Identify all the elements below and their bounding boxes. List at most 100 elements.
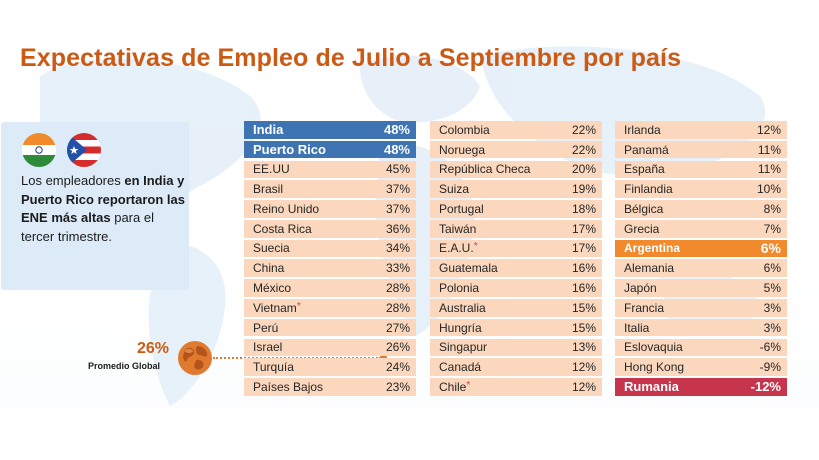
asterisk-note: * bbox=[296, 300, 301, 312]
country-row: Eslovaquia -6% bbox=[615, 338, 787, 357]
country-name: Polonia bbox=[439, 281, 480, 296]
country-column-3: Irlanda 12% Panamá 11% España 11% Finlandia 10%… bbox=[615, 121, 787, 398]
country-row: República Checa 20% bbox=[430, 160, 602, 179]
country-name: Eslovaquia bbox=[624, 340, 683, 355]
puerto-rico-flag-icon bbox=[67, 133, 101, 167]
employment-outlook-value: 17% bbox=[571, 221, 596, 236]
employment-outlook-value: 23% bbox=[385, 379, 410, 394]
country-row: Bélgica 8% bbox=[615, 200, 787, 218]
country-row: Italia 3% bbox=[615, 318, 787, 337]
country-name: Alemania bbox=[624, 261, 675, 276]
country-row: Vietnam* 28% bbox=[244, 299, 416, 317]
employment-outlook-value: 17% bbox=[571, 241, 596, 256]
country-row: Portugal 18% bbox=[430, 200, 602, 218]
country-name: China bbox=[253, 261, 285, 276]
employment-outlook-value: 12% bbox=[571, 379, 596, 394]
page-title: Expectativas de Empleo de Julio a Septie… bbox=[20, 44, 682, 72]
country-name: Hong Kong bbox=[624, 360, 685, 375]
employment-outlook-value: 22% bbox=[571, 142, 596, 157]
country-name: Grecia bbox=[624, 221, 660, 236]
employment-outlook-value: 15% bbox=[571, 300, 596, 315]
country-name: EE.UU bbox=[253, 162, 290, 177]
employment-outlook-value: 28% bbox=[385, 281, 410, 296]
country-row: Guatemala 16% bbox=[430, 259, 602, 278]
employment-outlook-value: 37% bbox=[385, 182, 410, 197]
country-row: Noruega 22% bbox=[430, 140, 602, 159]
country-row: Australia 15% bbox=[430, 299, 602, 317]
country-row: Irlanda 12% bbox=[615, 121, 787, 139]
country-name: Reino Unido bbox=[253, 201, 320, 216]
country-row: Puerto Rico 48% bbox=[244, 140, 416, 159]
country-row: Alemania 6% bbox=[615, 259, 787, 278]
employment-outlook-value: 16% bbox=[571, 281, 596, 296]
country-row: Canadá 12% bbox=[430, 358, 602, 376]
employment-outlook-value: 33% bbox=[385, 261, 410, 276]
country-row: EE.UU 45% bbox=[244, 160, 416, 179]
country-row: Polonia 16% bbox=[430, 279, 602, 297]
employment-outlook-value: 20% bbox=[571, 162, 596, 177]
country-name: Israel bbox=[253, 340, 283, 355]
employment-outlook-value: 48% bbox=[383, 142, 410, 158]
employment-outlook-value: 45% bbox=[385, 162, 410, 177]
employment-outlook-value: 24% bbox=[385, 360, 410, 375]
employment-outlook-value: 28% bbox=[385, 300, 410, 315]
country-row: Suiza 19% bbox=[430, 180, 602, 198]
callout-text-intro: Los empleadores bbox=[21, 173, 125, 188]
india-flag-icon bbox=[22, 133, 56, 167]
country-name: Irlanda bbox=[624, 122, 661, 137]
country-row: Turquía 24% bbox=[244, 358, 416, 376]
country-row: Suecia 34% bbox=[244, 239, 416, 258]
country-name: Costa Rica bbox=[253, 221, 312, 236]
country-row: España 11% bbox=[615, 160, 787, 179]
country-name: Suiza bbox=[439, 182, 470, 197]
country-name: Países Bajos bbox=[253, 379, 324, 394]
country-name: Japón bbox=[624, 281, 657, 296]
country-label-group: E.A.U.* bbox=[439, 241, 478, 255]
employment-outlook-value: 10% bbox=[756, 182, 781, 197]
country-row: Chile* 12% bbox=[430, 378, 602, 396]
country-name: Noruega bbox=[439, 142, 486, 157]
country-name: Panamá bbox=[624, 142, 669, 157]
country-name: India bbox=[253, 122, 284, 138]
country-row: Argentina 6% bbox=[615, 239, 787, 258]
country-row: Finlandia 10% bbox=[615, 180, 787, 198]
country-row: Grecia 7% bbox=[615, 219, 787, 238]
country-name: Vietnam bbox=[253, 300, 297, 315]
employment-outlook-value: 13% bbox=[571, 340, 596, 355]
country-row: India 48% bbox=[244, 121, 416, 139]
employment-outlook-value: 36% bbox=[385, 221, 410, 236]
asterisk-note: * bbox=[466, 379, 471, 391]
country-name: Turquía bbox=[253, 360, 294, 375]
country-name: Portugal bbox=[439, 201, 484, 216]
globe-icon bbox=[178, 341, 212, 375]
employment-outlook-value: -9% bbox=[759, 360, 781, 375]
employment-outlook-value: 11% bbox=[757, 142, 781, 157]
callout-text-highlight: en India y Puerto Rico reportaron las EN… bbox=[21, 173, 185, 225]
employment-outlook-value: 6% bbox=[763, 261, 781, 276]
global-average-label: Promedio Global bbox=[88, 361, 161, 371]
country-name: Singapur bbox=[439, 340, 488, 355]
country-label-group: Vietnam* bbox=[253, 301, 301, 315]
employment-outlook-value: 12% bbox=[756, 122, 781, 137]
country-row: Francia 3% bbox=[615, 299, 787, 317]
country-name: E.A.U. bbox=[439, 241, 474, 256]
country-row: Brasil 37% bbox=[244, 180, 416, 198]
callout-text-end: para el tercer trimestre. bbox=[21, 210, 154, 244]
employment-outlook-value: -6% bbox=[759, 340, 781, 355]
employment-outlook-value: 26% bbox=[385, 340, 410, 355]
employment-outlook-value: -12% bbox=[750, 379, 781, 395]
country-name: Chile bbox=[439, 379, 467, 394]
country-name: Rumania bbox=[624, 379, 679, 395]
callout-text: Los empleadores en India y Puerto Rico r… bbox=[21, 172, 189, 246]
employment-outlook-value: 48% bbox=[383, 122, 410, 138]
employment-outlook-value: 6% bbox=[760, 240, 781, 257]
country-row: China 33% bbox=[244, 259, 416, 278]
country-name: Suecia bbox=[253, 241, 290, 256]
country-row: Hong Kong -9% bbox=[615, 358, 787, 376]
country-name: Guatemala bbox=[439, 261, 498, 276]
country-name: Colombia bbox=[439, 122, 490, 137]
country-name: Italia bbox=[624, 320, 650, 335]
country-row: Costa Rica 36% bbox=[244, 219, 416, 238]
asterisk-note: * bbox=[473, 241, 478, 253]
employment-outlook-value: 5% bbox=[763, 281, 781, 296]
